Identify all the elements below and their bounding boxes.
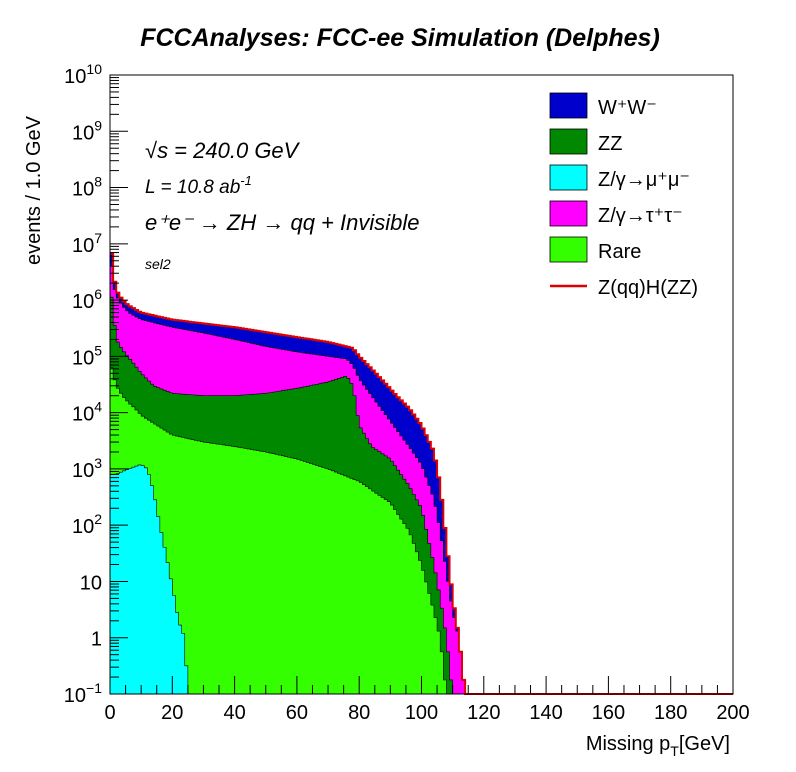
y-axis-label: events / 1.0 GeV (23, 115, 45, 265)
y-tick-label-0: 10−1 (64, 680, 102, 707)
y-tick-label-2: 10 (80, 572, 102, 594)
legend-label-0: W⁺W⁻ (598, 97, 657, 119)
x-tick-label-3: 60 (286, 702, 308, 724)
y-tick-label-11: 1010 (64, 61, 102, 88)
legend-label-1: ZZ (598, 133, 622, 155)
y-tick-label-9: 108 (72, 174, 102, 201)
annotation-energy: √s = 240.0 GeV (145, 138, 301, 163)
legend-label-3: Z/γ→τ⁺τ⁻ (598, 205, 683, 227)
x-tick-label-7: 140 (529, 702, 562, 724)
chart-title: FCCAnalyses: FCC-ee Simulation (Delphes) (140, 24, 660, 52)
legend-label-5: Z(qq)H(ZZ) (598, 277, 698, 299)
y-tick-label-5: 104 (72, 399, 102, 426)
legend-label-2: Z/γ→μ⁺μ⁻ (598, 169, 690, 191)
x-axis-label-unit: [GeV] (679, 733, 730, 755)
legend-label-4: Rare (598, 241, 641, 263)
annotation-lumi-exp: -1 (240, 173, 252, 188)
y-tick-label-1: 1 (91, 629, 102, 651)
x-tick-label-4: 80 (348, 702, 370, 724)
legend-swatch-3 (549, 200, 588, 227)
legend-swatch-1 (549, 128, 588, 155)
y-tick-label-4: 103 (72, 455, 102, 482)
x-tick-label-6: 120 (467, 702, 500, 724)
annotation-lumi: L = 10.8 ab-1 (145, 173, 252, 198)
x-axis-label-main: Missing p (586, 733, 670, 755)
y-tick-label-10: 109 (72, 117, 102, 144)
annotation-selection: sel2 (145, 256, 171, 272)
legend-swatch-4 (549, 236, 588, 263)
y-tick-label-7: 106 (72, 286, 102, 313)
x-tick-label-1: 20 (161, 702, 183, 724)
y-tick-label-8: 107 (72, 230, 102, 257)
plot-area: 0 20 40 60 80 100 120 140 160 180 200 10−1 1 10 102 103… (64, 61, 750, 724)
annotation-lumi-prefix: L = 10.8 ab (145, 177, 240, 198)
x-tick-label-10: 200 (716, 702, 749, 724)
x-tick-label-0: 0 (104, 702, 115, 724)
y-tick-label-3: 102 (72, 511, 102, 538)
x-tick-label-8: 160 (592, 702, 625, 724)
legend: W⁺W⁻ ZZ Z/γ→μ⁺μ⁻ Z/γ→τ⁺τ⁻ Rare Z(qq)H(ZZ) (549, 92, 698, 299)
annotation-process: e⁺e⁻ → ZH → qq + Invisible (145, 210, 420, 235)
x-tick-label-9: 180 (654, 702, 687, 724)
y-tick-label-6: 105 (72, 342, 102, 369)
x-axis-label: Missing pT[GeV] (586, 733, 730, 759)
x-tick-label-5: 100 (405, 702, 438, 724)
x-tick-label-2: 40 (223, 702, 245, 724)
x-axis-label-sub: T (670, 743, 679, 759)
annotation-group: √s = 240.0 GeV L = 10.8 ab-1 e⁺e⁻ → ZH →… (145, 138, 420, 272)
legend-swatch-0 (549, 92, 588, 119)
legend-swatch-2 (549, 164, 588, 191)
